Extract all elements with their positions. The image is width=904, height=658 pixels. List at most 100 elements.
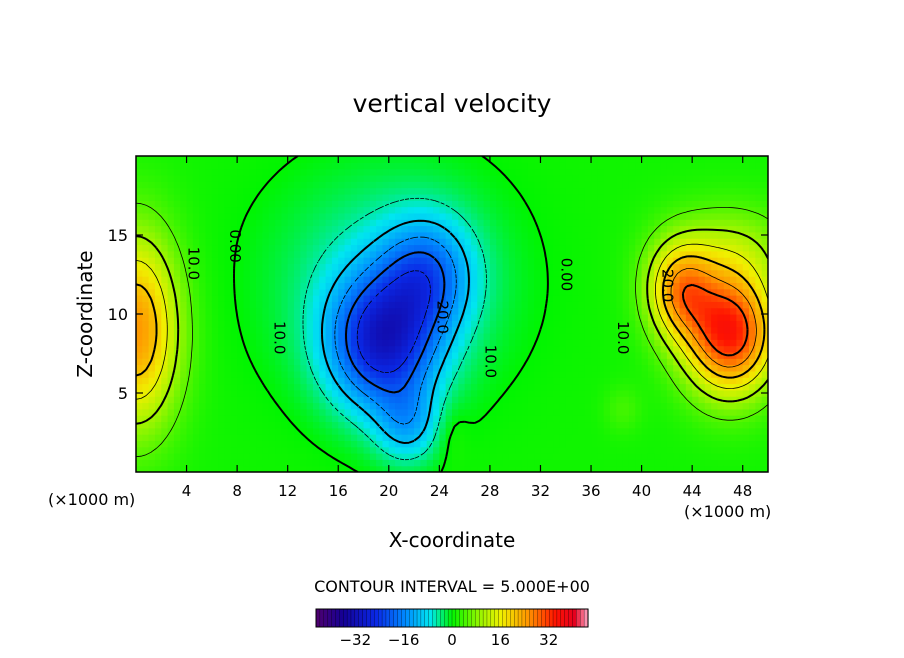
field-cell	[489, 377, 497, 385]
field-cell	[407, 168, 415, 176]
field-cell	[275, 427, 282, 435]
field-cell	[306, 269, 314, 277]
field-cell	[319, 193, 327, 201]
field-cell	[407, 402, 415, 410]
field-cell	[199, 326, 207, 334]
field-cell	[363, 263, 371, 271]
field-cell	[230, 351, 238, 359]
field-cell	[572, 219, 579, 227]
field-cell	[199, 288, 207, 296]
field-cell	[142, 174, 150, 182]
field-cell	[534, 193, 542, 201]
field-cell	[205, 193, 213, 201]
field-cell	[199, 364, 207, 372]
field-cell	[584, 295, 592, 302]
field-cell	[597, 225, 605, 233]
field-cell	[300, 225, 308, 233]
field-cell	[325, 377, 333, 385]
field-cell	[647, 421, 655, 429]
field-cell	[439, 345, 447, 353]
field-cell	[344, 282, 352, 290]
field-cell	[426, 225, 434, 233]
field-cell	[635, 282, 643, 290]
field-cell	[647, 326, 655, 334]
field-cell	[666, 162, 674, 170]
field-cell	[243, 465, 251, 472]
field-cell	[521, 193, 529, 201]
field-cell	[736, 307, 744, 315]
field-cell	[521, 453, 529, 460]
field-cell	[192, 465, 200, 472]
field-cell	[559, 174, 567, 182]
field-cell	[559, 351, 567, 359]
field-cell	[610, 326, 617, 334]
field-cell	[142, 459, 150, 467]
field-cell	[433, 187, 440, 195]
field-cell	[249, 219, 257, 227]
field-cell	[275, 295, 282, 302]
field-cell	[666, 332, 674, 340]
field-cell	[704, 212, 712, 220]
field-cell	[730, 370, 737, 378]
field-cell	[673, 440, 681, 448]
field-cell	[445, 370, 453, 378]
field-cell	[477, 332, 485, 340]
field-cell	[325, 396, 333, 404]
field-cell	[243, 427, 251, 435]
field-cell	[749, 465, 756, 472]
field-cell	[161, 244, 169, 252]
field-cell	[230, 370, 238, 378]
field-cell	[154, 168, 162, 176]
field-cell	[578, 339, 586, 347]
field-cell	[502, 162, 510, 170]
field-cell	[268, 408, 276, 416]
field-cell	[673, 181, 681, 189]
field-cell	[142, 364, 150, 372]
field-cell	[243, 269, 251, 277]
field-cell	[350, 383, 358, 391]
field-cell	[679, 389, 687, 397]
field-cell	[565, 320, 573, 328]
field-cell	[338, 225, 346, 233]
field-cell	[553, 434, 561, 441]
field-cell	[723, 168, 731, 176]
field-cell	[420, 339, 428, 347]
field-cell	[344, 351, 352, 359]
field-cell	[445, 156, 453, 163]
field-cell	[496, 427, 504, 435]
field-cell	[388, 377, 396, 385]
field-cell	[173, 212, 181, 220]
field-cell	[388, 295, 396, 302]
field-cell	[433, 434, 440, 441]
field-cell	[464, 351, 472, 359]
field-cell	[660, 288, 668, 296]
field-cell	[420, 332, 428, 340]
field-cell	[338, 263, 346, 271]
field-cell	[249, 276, 257, 283]
field-cell	[761, 383, 768, 391]
field-cell	[161, 225, 169, 233]
field-cell	[357, 168, 365, 176]
field-cell	[685, 301, 693, 309]
field-cell	[603, 408, 611, 416]
field-cell	[363, 301, 371, 309]
field-cell	[388, 446, 396, 454]
field-cell	[268, 453, 276, 460]
field-cell	[281, 282, 289, 290]
field-cell	[572, 364, 579, 372]
field-cell	[287, 326, 295, 334]
field-cell	[610, 244, 617, 252]
field-cell	[717, 276, 725, 283]
field-cell	[376, 269, 384, 277]
field-cell	[414, 257, 421, 265]
field-cell	[660, 446, 668, 454]
field-cell	[717, 339, 725, 347]
field-cell	[673, 345, 681, 353]
field-cell	[395, 193, 403, 201]
field-cell	[268, 326, 276, 334]
field-cell	[458, 263, 466, 271]
field-cell	[603, 307, 611, 315]
field-cell	[268, 389, 276, 397]
field-cell	[641, 282, 649, 290]
field-cell	[635, 250, 643, 258]
